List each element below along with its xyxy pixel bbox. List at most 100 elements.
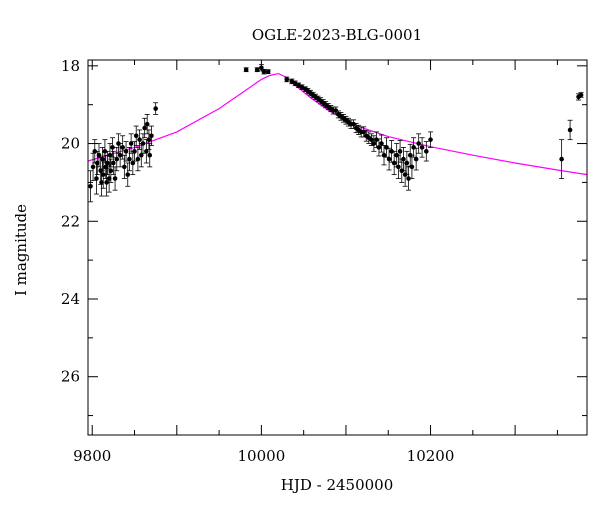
point-marker [381, 152, 387, 158]
data-point-104 [428, 131, 434, 148]
data-point-100 [413, 147, 419, 171]
point-marker [90, 164, 96, 170]
data-point-36 [142, 117, 148, 139]
point-marker [292, 81, 298, 86]
point-marker [102, 149, 108, 154]
data-point-47 [265, 69, 271, 75]
data-point-96 [406, 166, 412, 191]
point-marker [100, 156, 105, 162]
point-marker [140, 141, 146, 146]
point-marker [559, 156, 564, 162]
point-marker [254, 67, 260, 73]
point-marker [567, 127, 573, 133]
data-group [88, 64, 587, 203]
point-marker [127, 156, 132, 162]
data-point-22 [117, 143, 123, 168]
data-point-52 [299, 84, 305, 90]
point-marker [409, 164, 415, 170]
point-marker [376, 145, 382, 150]
point-marker [296, 82, 301, 88]
point-marker [428, 137, 433, 142]
data-point-25 [123, 141, 129, 162]
point-marker [147, 152, 153, 158]
model-curve [88, 72, 587, 176]
point-marker [333, 108, 339, 113]
point-marker [149, 133, 154, 139]
point-marker [401, 156, 406, 162]
point-marker [103, 164, 109, 170]
data-point-8 [99, 147, 105, 172]
data-point-10 [102, 139, 108, 164]
plot-frame [87, 59, 588, 436]
data-point-106 [567, 119, 573, 141]
data-point-15 [107, 143, 113, 168]
point-marker [384, 145, 389, 150]
point-marker [371, 141, 377, 146]
y-tick-label: 18 [61, 57, 80, 75]
data-point-87 [389, 140, 395, 163]
point-marker [107, 152, 113, 158]
data-point-46 [261, 68, 267, 75]
axes: 9800 10000 10200 18 20 22 24 26 [61, 57, 588, 465]
point-marker [243, 67, 249, 73]
point-marker [351, 121, 356, 127]
point-marker [110, 145, 115, 150]
data-point-102 [419, 137, 425, 158]
plot-area [88, 64, 587, 203]
point-marker [137, 137, 142, 142]
y-tick-label: 20 [61, 135, 80, 153]
point-marker [112, 176, 118, 181]
x-axis-label: HJD - 2450000 [281, 476, 394, 494]
point-marker [153, 106, 158, 111]
data-point-17 [110, 137, 116, 158]
data-point-48 [284, 76, 290, 83]
data-point-41 [148, 125, 154, 146]
point-marker [396, 164, 401, 170]
point-marker [117, 152, 123, 158]
data-point-91 [397, 140, 403, 163]
point-marker [146, 137, 152, 142]
data-point-103 [423, 141, 429, 162]
data-point-65 [333, 106, 339, 115]
data-point-101 [416, 133, 422, 154]
point-marker [144, 149, 149, 154]
data-point-51 [296, 82, 302, 88]
point-marker [416, 141, 421, 146]
point-marker [122, 164, 127, 170]
point-marker [120, 145, 125, 150]
point-marker [135, 156, 141, 162]
point-marker [369, 137, 374, 142]
point-marker [128, 141, 134, 146]
point-marker [123, 149, 129, 154]
point-marker [379, 141, 384, 146]
data-point-105 [559, 139, 565, 179]
point-marker [96, 152, 102, 158]
point-marker [265, 69, 271, 74]
data-point-31 [133, 125, 139, 146]
data-point-35 [140, 133, 146, 154]
point-marker [261, 69, 267, 74]
y-axis-label: I magnitude [12, 204, 30, 296]
point-marker [397, 149, 403, 154]
point-marker [111, 160, 116, 166]
point-marker [389, 149, 394, 154]
point-marker [374, 137, 379, 142]
data-point-38 [144, 114, 150, 135]
point-marker [413, 156, 419, 162]
y-tick-label: 22 [61, 212, 80, 230]
data-point-26 [125, 162, 131, 187]
data-point-80 [371, 135, 377, 152]
point-marker [391, 160, 397, 166]
data-point-40 [147, 143, 153, 168]
point-marker [142, 125, 147, 131]
data-point-44 [254, 67, 260, 73]
data-point-12 [104, 168, 110, 197]
data-point-86 [386, 147, 392, 171]
point-marker [411, 145, 416, 150]
point-marker [132, 149, 137, 154]
data-point-83 [378, 134, 384, 153]
point-marker [106, 176, 112, 181]
point-marker [108, 168, 114, 174]
data-point-16 [108, 158, 114, 183]
